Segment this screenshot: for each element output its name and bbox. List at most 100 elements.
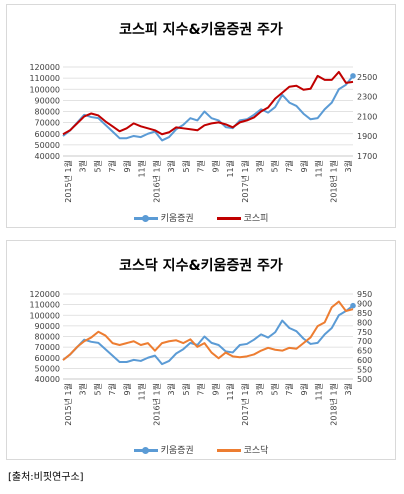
x-tick-label: 3월 (255, 160, 265, 172)
y-left-tick-label: 110000 (29, 74, 60, 83)
x-tick-label: 2017년 1월 (240, 160, 250, 203)
kospi-chart-plot: 40000 50000 60000 70000 80000 90000 100000 1100… (29, 63, 377, 203)
x-tick-label: 9월 (210, 160, 220, 172)
y-left-tick-label: 50000 (35, 141, 60, 150)
x-tick-label: 5월 (269, 383, 279, 395)
y-left-tick-label: 70000 (35, 119, 60, 128)
x-tick-label: 11월 (137, 160, 147, 178)
x-tick-label: 3월 (343, 160, 353, 172)
legend-swatch-kosdaq (216, 449, 241, 452)
x-tick-label: 11월 (314, 160, 324, 178)
x-tick-label: 2017년 1월 (240, 383, 250, 426)
series-marker-kiwoom (350, 73, 356, 79)
x-tick-label: 3월 (343, 383, 353, 395)
y-right-tick-label: 900 (357, 299, 372, 308)
x-tick-label: 9월 (122, 383, 132, 395)
kospi-chart-panel: 40000 50000 60000 70000 80000 90000 100000 1100… (6, 4, 396, 228)
kosdaq-chart-legend: 키움증권 코스닥 (7, 443, 395, 456)
y-right-tick-label: 750 (357, 328, 372, 337)
x-tick-label: 3월 (78, 383, 88, 395)
y-left-tick-label: 80000 (35, 333, 60, 342)
series-line-index (62, 300, 354, 361)
y-right-tick-label: 850 (357, 309, 372, 318)
series-line-kiwoom (62, 304, 354, 366)
y-left-tick-label: 70000 (35, 343, 60, 352)
x-tick-label: 3월 (166, 383, 176, 395)
y-left-tick-label: 120000 (29, 63, 60, 72)
y-right-tick-label: 500 (357, 375, 372, 384)
legend-label-kiwoom: 키움증권 (160, 214, 194, 224)
y-left-tick-label: 100000 (29, 85, 60, 94)
legend-item-kosdaq: 코스닥 (216, 443, 269, 456)
kosdaq-chart-title: 코스닥 지수&키움증권 주가 (119, 258, 283, 274)
x-tick-label: 2015년 1월 (63, 160, 73, 203)
x-tick-label: 7월 (284, 383, 294, 395)
x-tick-label: 5월 (269, 160, 279, 172)
legend-item-kospi: 코스피 (216, 211, 269, 224)
x-tick-label: 9월 (210, 383, 220, 395)
x-tick-label: 2018년 1월 (328, 383, 338, 426)
y-right-tick-label: 600 (357, 356, 372, 365)
x-tick-label: 11월 (314, 383, 324, 401)
y-right-tick-label: 550 (357, 366, 372, 375)
y-left-tick-label: 110000 (29, 301, 60, 310)
y-left-tick-label: 90000 (35, 322, 60, 331)
series-marker-kiwoom (350, 302, 356, 309)
legend-label-kosdaq: 코스닥 (243, 446, 269, 456)
y-left-tick-label: 60000 (35, 354, 60, 363)
x-tick-label: 5월 (92, 160, 102, 172)
legend-swatch-kiwoom (133, 215, 158, 222)
series-line-kiwoom (62, 75, 354, 142)
y-right-tick-label: 1900 (357, 132, 377, 141)
y-right-tick-label: 950 (357, 290, 372, 299)
y-left-tick-label: 50000 (35, 364, 60, 373)
x-tick-label: 2018년 1월 (328, 160, 338, 203)
kosdaq-chart-panel: 40000 50000 60000 70000 80000 90000 100000 1100… (6, 240, 396, 460)
x-tick-label: 2016년 1월 (151, 160, 161, 203)
legend-swatch-kospi (216, 217, 241, 220)
legend-item-kiwoom: 키움증권 (133, 211, 194, 224)
x-tick-label: 11월 (225, 383, 235, 401)
x-tick-label: 3월 (255, 383, 265, 395)
x-tick-label: 5월 (92, 383, 102, 395)
legend-item-kiwoom-2: 키움증권 (133, 443, 194, 456)
x-tick-label: 7월 (107, 383, 117, 395)
kospi-chart-legend: 키움증권 코스피 (7, 211, 395, 224)
y-left-tick-label: 100000 (29, 311, 60, 320)
x-tick-label: 9월 (122, 160, 132, 172)
x-tick-label: 11월 (137, 383, 147, 401)
y-right-tick-label: 650 (357, 347, 372, 356)
y-right-tick-label: 1700 (357, 152, 377, 161)
x-tick-label: 2016년 1월 (151, 383, 161, 426)
legend-swatch-kiwoom-2 (133, 447, 158, 454)
x-tick-label: 9월 (299, 160, 309, 172)
x-tick-label: 7월 (196, 383, 206, 395)
x-tick-label: 9월 (299, 383, 309, 395)
y-left-tick-label: 120000 (29, 290, 60, 299)
x-tick-label: 3월 (78, 160, 88, 172)
x-tick-label: 7월 (284, 160, 294, 172)
x-tick-label: 7월 (107, 160, 117, 172)
x-tick-label: 3월 (166, 160, 176, 172)
y-left-tick-label: 60000 (35, 130, 60, 139)
y-right-tick-label: 700 (357, 337, 372, 346)
y-left-tick-label: 80000 (35, 108, 60, 117)
x-tick-label: 2015년 1월 (63, 383, 73, 426)
source-note: [출처:비핏연구소] (8, 472, 84, 483)
y-right-tick-label: 2100 (357, 112, 377, 121)
x-tick-label: 11월 (225, 160, 235, 178)
y-left-tick-label: 40000 (35, 152, 60, 161)
kospi-chart-title: 코스피 지수&키움증권 주가 (119, 22, 283, 38)
y-right-tick-label: 800 (357, 318, 372, 327)
y-left-tick-label: 40000 (35, 375, 60, 384)
x-tick-label: 5월 (181, 383, 191, 395)
y-left-tick-label: 90000 (35, 96, 60, 105)
x-tick-label: 5월 (181, 160, 191, 172)
legend-label-kospi: 코스피 (243, 214, 269, 224)
series-line-index (62, 70, 354, 136)
legend-label-kiwoom-2: 키움증권 (160, 446, 194, 456)
y-right-tick-label: 2300 (357, 93, 377, 102)
x-tick-label: 7월 (196, 160, 206, 172)
y-right-tick-label: 2500 (357, 73, 377, 82)
